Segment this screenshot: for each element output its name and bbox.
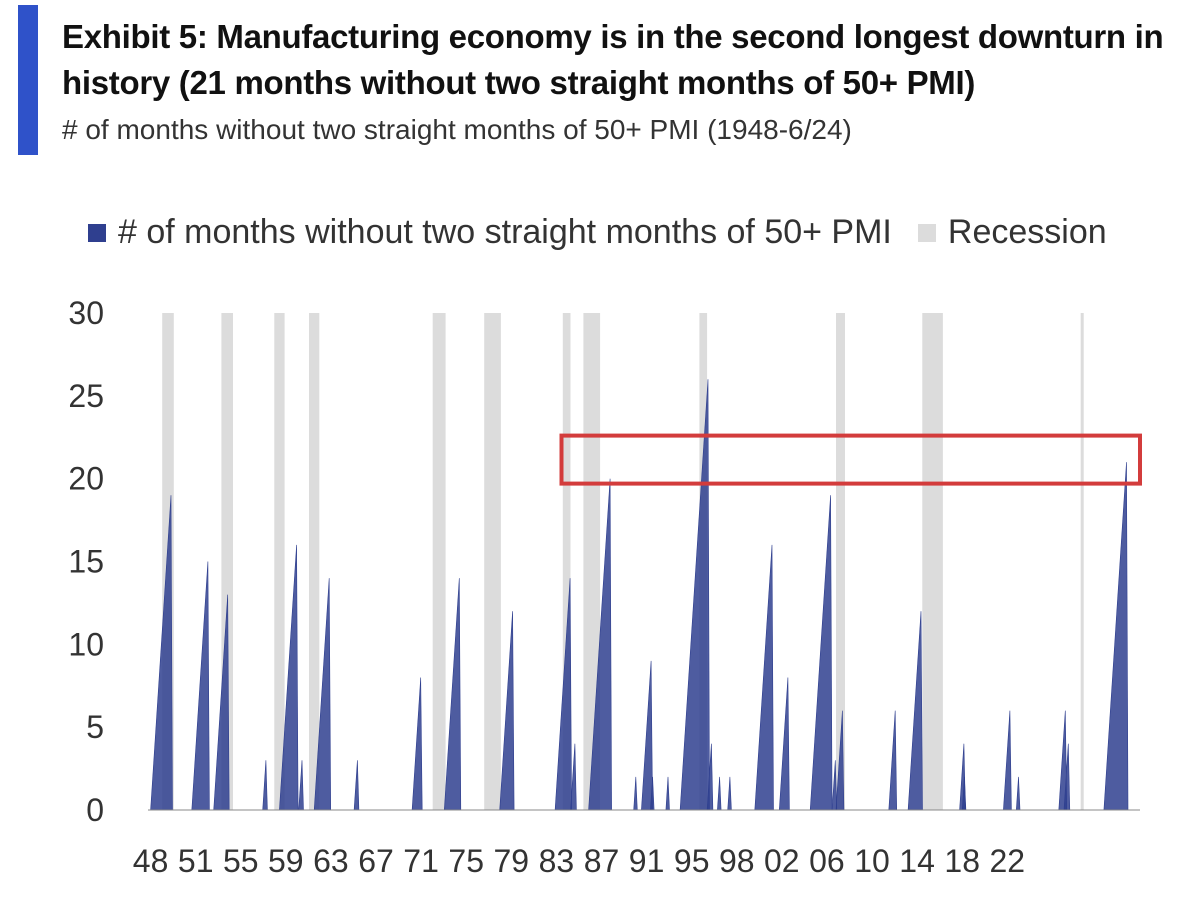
series-spike-5 <box>298 760 304 811</box>
y-tick-label-0: 0 <box>86 792 104 828</box>
legend-swatch-recession <box>917 223 936 242</box>
chart-title: Exhibit 5: Manufacturing economy is in t… <box>62 18 1164 101</box>
recession-band-9 <box>836 313 845 810</box>
series-spike-35 <box>1103 462 1129 811</box>
series-spike-27 <box>888 710 898 811</box>
series-spike-24 <box>809 495 833 811</box>
x-tick-label-18: 18 <box>944 843 980 879</box>
x-tick-label-10: 87 <box>584 843 620 879</box>
series-spike-1 <box>191 561 210 811</box>
series-spike-0 <box>150 495 173 811</box>
x-tick-label-13: 98 <box>719 843 755 879</box>
y-tick-label-30: 30 <box>68 295 104 331</box>
x-tick-label-14: 02 <box>764 843 800 879</box>
x-tick-label-5: 67 <box>358 843 394 879</box>
x-tick-label-4: 63 <box>313 843 349 879</box>
recession-band-10 <box>922 313 943 810</box>
x-tick-label-15: 06 <box>809 843 845 879</box>
series-spike-10 <box>499 611 515 811</box>
recession-band-1 <box>221 313 233 810</box>
recession-band-5 <box>484 313 501 810</box>
legend-swatch-series <box>88 223 106 242</box>
chart-legend: # of months without two straight months … <box>88 213 1133 252</box>
x-tick-label-6: 71 <box>403 843 439 879</box>
series-spike-3 <box>262 760 268 811</box>
x-tick-label-0: 48 <box>133 843 169 879</box>
x-tick-label-9: 83 <box>539 843 575 879</box>
series-spike-14 <box>633 776 638 811</box>
x-tick-label-16: 10 <box>854 843 890 879</box>
x-tick-label-7: 75 <box>448 843 484 879</box>
y-tick-label-20: 20 <box>68 461 104 497</box>
recession-band-4 <box>432 313 446 810</box>
series-spike-8 <box>411 677 423 811</box>
chart-subtitle: # of months without two straight months … <box>62 114 852 145</box>
series-spike-23 <box>778 677 790 811</box>
y-tick-label-5: 5 <box>86 709 104 745</box>
series-spike-20 <box>717 776 722 811</box>
series-spike-9 <box>443 578 462 811</box>
y-tick-label-10: 10 <box>68 626 104 662</box>
recession-band-3 <box>309 313 320 810</box>
legend-item-recession: Recession <box>917 213 1107 252</box>
legend-label-series: # of months without two straight months … <box>118 213 892 251</box>
y-tick-label-15: 15 <box>68 544 104 580</box>
x-tick-label-8: 79 <box>494 843 530 879</box>
series-spike-21 <box>727 776 732 811</box>
recession-band-11 <box>1080 313 1084 810</box>
accent-bar <box>18 5 38 155</box>
y-tick-label-25: 25 <box>68 378 104 414</box>
x-tick-label-2: 55 <box>223 843 259 879</box>
series-spike-17 <box>665 776 670 811</box>
x-tick-label-1: 51 <box>178 843 214 879</box>
series-spike-28 <box>907 611 923 811</box>
legend-item-series: # of months without two straight months … <box>88 213 892 252</box>
recession-band-6 <box>562 313 571 810</box>
x-tick-label-12: 95 <box>674 843 710 879</box>
highlight-box <box>559 433 1142 486</box>
series-spike-15 <box>641 660 653 811</box>
legend-label-recession: Recession <box>947 213 1107 251</box>
series-spike-32 <box>1015 776 1021 811</box>
x-tick-label-11: 91 <box>629 843 665 879</box>
x-tick-label-17: 14 <box>899 843 935 879</box>
series-spike-22 <box>754 544 774 811</box>
series-spike-18 <box>679 379 710 811</box>
x-tick-label-3: 59 <box>268 843 304 879</box>
recession-band-2 <box>274 313 285 810</box>
series-spike-7 <box>353 760 360 811</box>
x-tick-label-19: 22 <box>990 843 1026 879</box>
series-spike-31 <box>1003 710 1012 811</box>
